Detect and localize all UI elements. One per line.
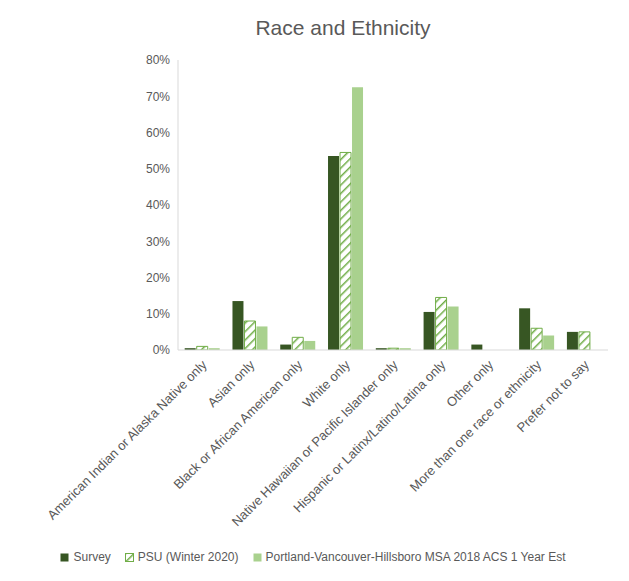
html-text:PSU (Winter 2020): PSU (Winter 2020) [137,550,239,564]
svg-text:Other only: Other only [443,357,497,411]
svg-text:Native Hawaiian or Pacific Isl: Native Hawaiian or Pacific Islander only [229,357,401,529]
svg-text:20%: 20% [146,271,170,285]
svg-text:More than one race or ethnicit: More than one race or ethnicity [406,357,545,495]
svg-text:Hispanic or Latinx/Latino/Lati: Hispanic or Latinx/Latino/Latina only [290,357,449,516]
html-text:Survey: Survey [73,550,111,564]
svg-text:10%: 10% [146,307,170,321]
svg-text:Black or African American only: Black or African American only [170,357,306,492]
svg-text:30%: 30% [146,235,170,249]
svg-text:Prefer not to say: Prefer not to say [514,357,592,435]
svg-text:White only: White only [299,357,353,411]
svg-text:Asian only: Asian only [204,357,258,411]
html-text:Portland-Vancouver-Hillsboro M: Portland-Vancouver-Hillsboro MSA 2018 AC… [265,550,566,564]
svg-text:50%: 50% [146,162,170,176]
html-text:Race and Ethnicity: Race and Ethnicity [255,16,431,39]
svg-text:0%: 0% [153,343,171,357]
svg-text:70%: 70% [146,90,170,104]
svg-text:American Indian or Alaska Nati: American Indian or Alaska Native only [44,357,210,523]
svg-text:60%: 60% [146,126,170,140]
svg-text:40%: 40% [146,198,170,212]
svg-text:80%: 80% [146,53,170,67]
